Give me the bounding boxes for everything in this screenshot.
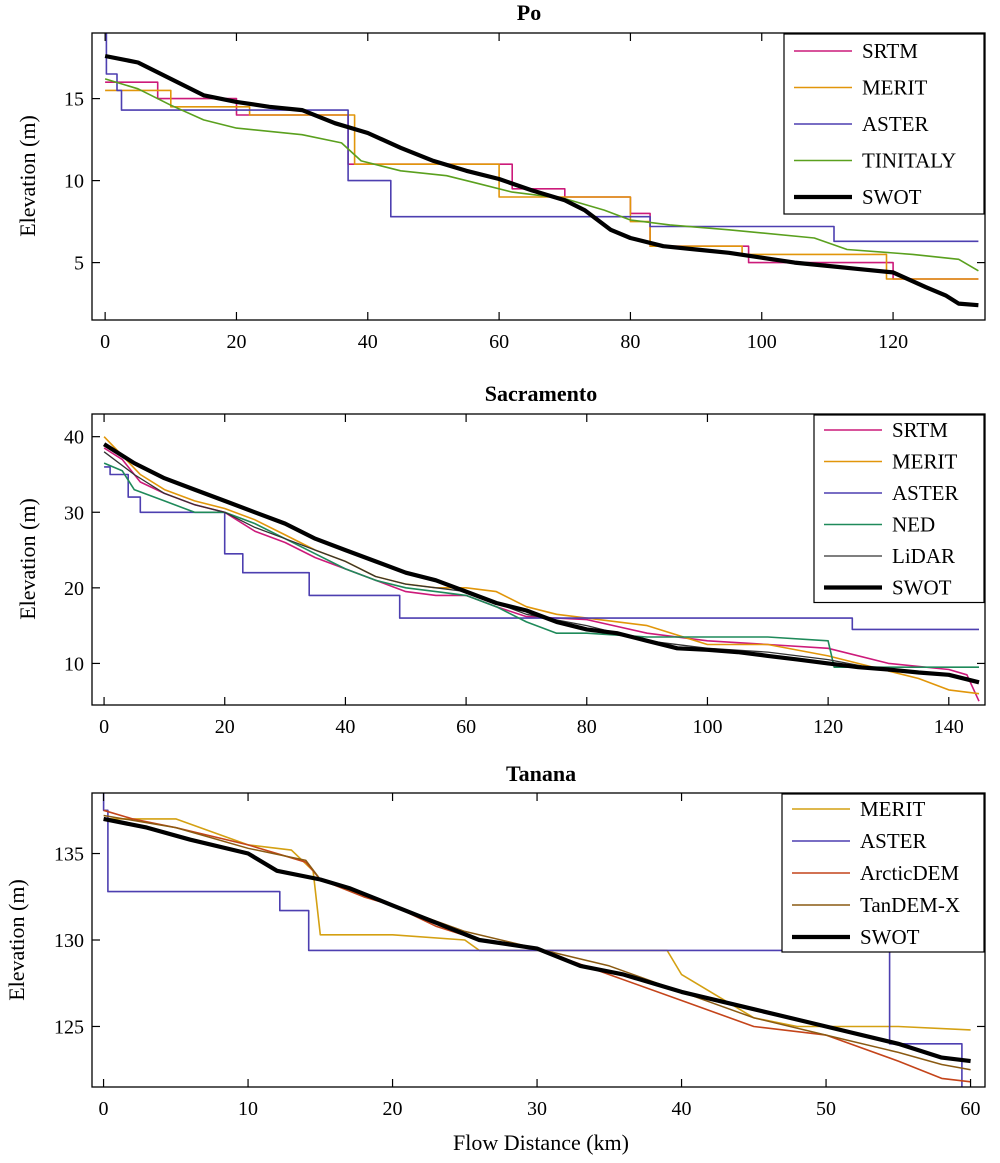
series-line-po-aster [105, 33, 979, 243]
x-tick-label: 80 [620, 331, 640, 353]
chart-title-tanana: Tanana [506, 761, 576, 786]
x-tick-label: 40 [358, 331, 378, 353]
ticks-po: 0 20 40 60 80 100 120 5 10 15 [64, 33, 985, 353]
series-layer-sacramento [102, 436, 980, 702]
x-tick-label: 140 [934, 716, 964, 738]
x-tick-label: 20 [215, 716, 235, 738]
y-tick-label: 125 [54, 1016, 84, 1038]
x-tick-label: 10 [238, 1098, 258, 1120]
legend-label: ASTER [892, 481, 959, 505]
series-layer-po [104, 33, 979, 308]
series-line-po-tinitaly [104, 78, 979, 272]
y-tick-label: 15 [64, 89, 84, 111]
y-axis-label-sacramento: Elevation (m) [15, 498, 40, 620]
legend-label: TINITALY [862, 149, 956, 173]
y-tick-label: 130 [54, 930, 84, 952]
x-tick-label: 0 [99, 1098, 109, 1120]
x-tick-label: 40 [335, 716, 355, 738]
x-tick-label: 100 [692, 716, 722, 738]
legend-label: SRTM [862, 39, 918, 63]
ticks-sacramento: 0 20 40 60 80 100 120 140 10 20 30 40 [64, 414, 985, 738]
y-axis-label-tanana: Elevation (m) [4, 879, 29, 1001]
x-tick-label: 100 [747, 331, 777, 353]
x-tick-label: 120 [878, 331, 908, 353]
x-tick-label: 0 [100, 331, 110, 353]
series-line-sacramento-lidar [103, 451, 980, 683]
chart-sacramento: Sacramento 0 20 40 60 80 100 120 140 10 20 30 40 El… [15, 381, 986, 738]
series-line-sacramento-swot [102, 442, 980, 685]
x-tick-label: 60 [456, 716, 476, 738]
legend-box [813, 414, 985, 604]
x-tick-label: 80 [577, 716, 597, 738]
legend-label: SWOT [892, 576, 952, 600]
legend-label: MERIT [860, 797, 926, 821]
x-tick-label: 50 [816, 1098, 836, 1120]
x-tick-label: 60 [961, 1098, 981, 1120]
legend-label: MERIT [892, 450, 958, 474]
y-tick-label: 10 [64, 653, 84, 675]
y-axis-label-po: Elevation (m) [15, 115, 40, 237]
series-line-po-swot [104, 53, 979, 308]
ticks-tanana: 0 10 20 30 40 50 60 125 130 135 [54, 793, 985, 1120]
chart-tanana: Tanana 0 10 20 30 40 50 60 125 130 135 Elevation … [4, 761, 986, 1155]
legend-label: TanDEM-X [860, 893, 960, 917]
legend-po: SRTM MERIT ASTER TINITALY SWOT [783, 33, 985, 215]
legend-label: NED [892, 513, 935, 537]
legend-tanana: MERIT ASTER ArcticDEM TanDEM-X SWOT [781, 793, 985, 953]
series-layer-tanana [102, 793, 971, 1087]
y-tick-label: 40 [64, 427, 84, 449]
chart-po: Po 0 20 40 60 80 100 120 5 10 15 Elevation (m) SR… [15, 0, 986, 353]
plot-frame-sacramento [91, 413, 986, 706]
y-tick-label: 135 [54, 844, 84, 866]
x-tick-label: 20 [226, 331, 246, 353]
x-tick-label: 40 [672, 1098, 692, 1120]
x-tick-label: 120 [813, 716, 843, 738]
x-axis-label-tanana: Flow Distance (km) [453, 1130, 629, 1155]
x-tick-label: 60 [489, 331, 509, 353]
legend-label: SWOT [860, 925, 920, 949]
legend-label: LiDAR [892, 544, 955, 568]
y-tick-label: 20 [64, 578, 84, 600]
chart-title-sacramento: Sacramento [485, 381, 597, 406]
legend-label: ArcticDEM [860, 861, 959, 885]
legend-sacramento: SRTM MERIT ASTER NED LiDAR SWOT [813, 414, 985, 604]
y-tick-label: 5 [74, 253, 84, 275]
x-tick-label: 20 [383, 1098, 403, 1120]
y-tick-label: 10 [64, 171, 84, 193]
chart-title-po: Po [517, 0, 541, 25]
plot-frame-po [91, 32, 986, 321]
legend-label: MERIT [862, 76, 928, 100]
legend-label: ASTER [862, 112, 929, 136]
x-tick-label: 30 [527, 1098, 547, 1120]
series-line-po-merit [105, 89, 979, 280]
series-line-tanana-swot [103, 816, 971, 1064]
legend-label: ASTER [860, 829, 927, 853]
legend-label: SRTM [892, 418, 948, 442]
y-tick-label: 30 [64, 502, 84, 524]
series-line-sacramento-ned [103, 462, 979, 669]
x-tick-label: 0 [99, 716, 109, 738]
legend-label: SWOT [862, 185, 922, 209]
